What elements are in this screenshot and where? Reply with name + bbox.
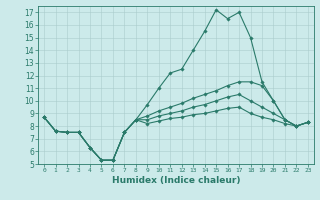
X-axis label: Humidex (Indice chaleur): Humidex (Indice chaleur) — [112, 176, 240, 185]
